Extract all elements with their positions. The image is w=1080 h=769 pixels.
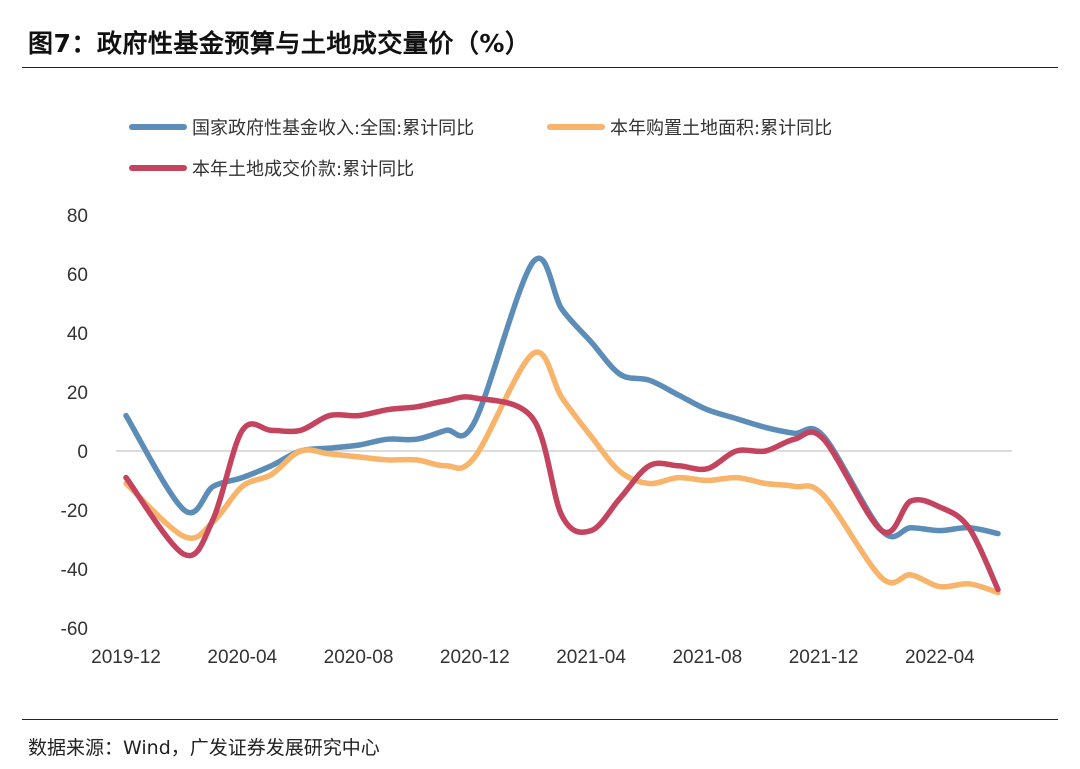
y-tick-label: 20 xyxy=(67,383,88,404)
y-tick-label: 0 xyxy=(77,442,88,463)
x-tick-label: 2022-04 xyxy=(905,647,975,668)
y-axis: 80 60 40 20 0 -20 -40 -60 xyxy=(61,206,1012,640)
x-tick-label: 2020-08 xyxy=(324,647,394,668)
bottom-rule xyxy=(22,719,1058,720)
y-tick-label: 60 xyxy=(67,265,88,286)
y-tick-label: -20 xyxy=(61,501,88,522)
legend-label: 国家政府性基金收入:全国:累计同比 xyxy=(192,118,474,139)
y-tick-label: 40 xyxy=(67,324,88,345)
y-tick-label: -60 xyxy=(61,619,88,640)
y-tick-label: 80 xyxy=(67,206,88,227)
y-tick-label: -40 xyxy=(61,560,88,581)
legend: 国家政府性基金收入:全国:累计同比 本年购置土地面积:累计同比本年土地成交价款:累… xyxy=(129,118,832,180)
x-tick-label: 2020-04 xyxy=(207,647,277,668)
legend-label: 本年土地成交价款:累计同比 xyxy=(192,159,414,180)
top-rule xyxy=(22,67,1058,68)
x-tick-label: 2021-08 xyxy=(672,647,742,668)
x-tick-label: 2021-04 xyxy=(556,647,626,668)
chart-title: 图7：政府性基金预算与土地成交量价（%） xyxy=(28,29,531,58)
x-tick-label: 2021-12 xyxy=(789,647,859,668)
x-tick-label: 2019-12 xyxy=(91,647,161,668)
x-tick-label: 2020-12 xyxy=(440,647,510,668)
source-note: 数据来源：Wind，广发证券发展研究中心 xyxy=(28,737,380,759)
legend-label: 本年购置土地面积:累计同比 xyxy=(610,118,832,139)
series-line-3 xyxy=(123,394,1001,593)
series-line-2 xyxy=(123,349,1001,596)
x-axis: 2019-12 2020-04 2020-08 2020-12 2021-04 2021-… xyxy=(91,647,975,668)
series-group xyxy=(123,255,1001,596)
